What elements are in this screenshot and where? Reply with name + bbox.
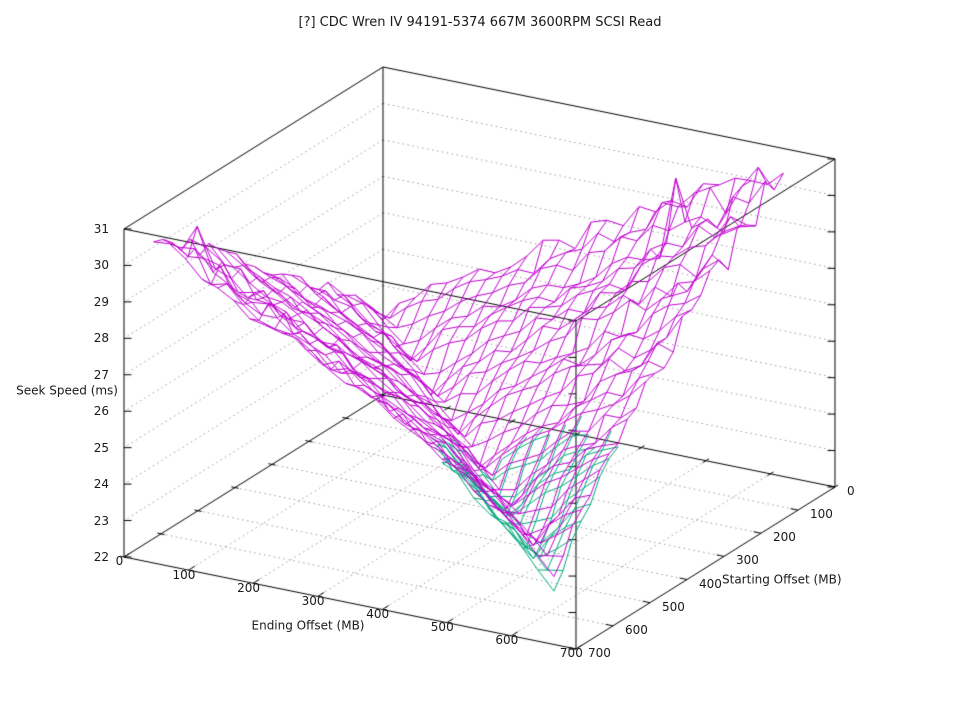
x-tick-label: 0	[115, 554, 124, 569]
z-tick-label: 31	[93, 221, 109, 236]
y-tick-label: 0	[846, 483, 855, 498]
z-tick-label: 24	[93, 477, 109, 492]
y-tick-label: 700	[587, 645, 611, 660]
y-tick-label: 100	[809, 507, 833, 522]
z-tick-label: 26	[93, 404, 109, 419]
x-tick-label: 400	[366, 607, 390, 622]
x-tick-label: 600	[495, 633, 519, 648]
y-tick-label: 400	[698, 576, 722, 591]
y-tick-label: 600	[624, 622, 648, 637]
chart-title: [?] CDC Wren IV 94191-5374 667M 3600RPM …	[298, 15, 662, 30]
x-tick-label: 100	[172, 567, 196, 582]
x-tick-label: 700	[559, 646, 583, 661]
x-tick-label: 300	[301, 593, 325, 608]
x-axis-label: Ending Offset (MB)	[251, 618, 365, 633]
z-tick-label: 29	[93, 294, 109, 309]
z-tick-label: 27	[93, 367, 109, 382]
x-tick-label: 200	[237, 580, 260, 595]
y-tick-label: 200	[772, 530, 796, 545]
y-tick-label: 300	[735, 553, 759, 568]
z-tick-label: 28	[93, 331, 109, 346]
z-tick-label: 23	[93, 513, 109, 528]
x-tick-label: 500	[430, 620, 454, 635]
z-tick-label: 30	[93, 258, 109, 273]
y-tick-label: 500	[661, 599, 685, 614]
y-axis-label: Starting Offset (MB)	[722, 572, 842, 587]
z-tick-label: 25	[93, 440, 109, 455]
z-tick-label: 22	[93, 549, 109, 564]
z-axis-label: Seek Speed (ms)	[16, 383, 118, 398]
